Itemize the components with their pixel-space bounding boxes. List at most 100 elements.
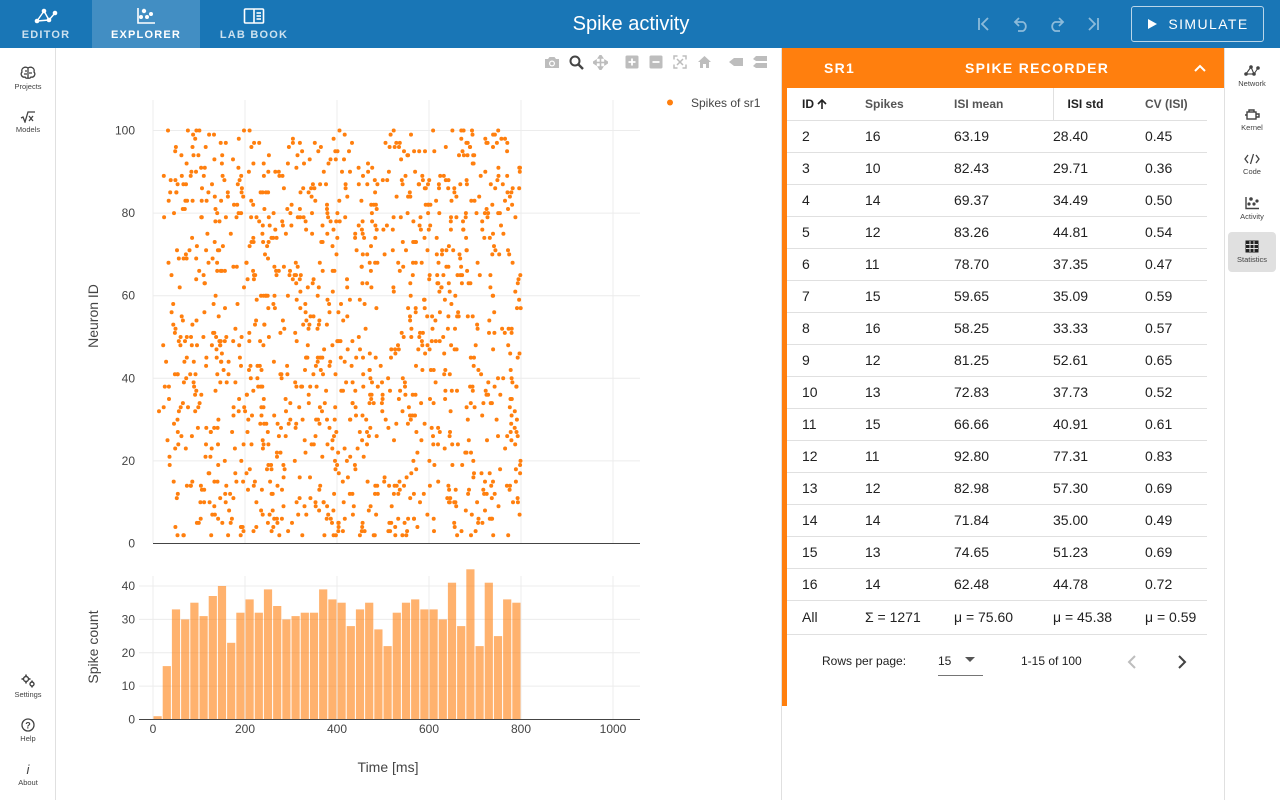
table-row[interactable]: 12 11 92.80 77.31 0.83 (787, 440, 1207, 473)
spike-point (425, 314, 430, 319)
spike-point (518, 306, 523, 311)
undo-button[interactable] (1009, 12, 1033, 36)
spike-point (468, 145, 473, 149)
table-row[interactable]: 11 15 66.66 40.91 0.61 (787, 408, 1207, 441)
rail-settings-button[interactable]: Settings (0, 666, 56, 706)
spike-point (337, 128, 342, 133)
column-header-isi-std[interactable]: ISI std (1052, 88, 1145, 121)
download-plot-button[interactable] (540, 54, 564, 70)
hover-compare-button[interactable] (748, 54, 772, 70)
redo-button[interactable] (1045, 12, 1069, 36)
spike-point (246, 169, 251, 174)
nav-tab-lab-book[interactable]: LAB BOOK (200, 0, 308, 48)
table-row[interactable]: 3 10 82.43 29.71 0.36 (787, 152, 1207, 185)
autoscale-button[interactable] (668, 54, 692, 70)
spike-point (510, 202, 515, 207)
table-row[interactable]: 13 12 82.98 57.30 0.69 (787, 472, 1207, 505)
zoom-in-button[interactable] (620, 54, 644, 70)
spike-point (167, 463, 172, 467)
pan-mode-button[interactable] (588, 54, 612, 70)
chart-legend[interactable]: Spikes of sr1 (667, 96, 761, 110)
table-row[interactable]: 5 12 83.26 44.81 0.54 (787, 216, 1207, 249)
spike-point (420, 178, 425, 183)
zoom-mode-button[interactable] (564, 54, 588, 70)
spike-point (282, 326, 287, 331)
spike-point (433, 339, 438, 344)
spike-point (360, 520, 365, 525)
rail-help-button[interactable]: ? Help (0, 710, 56, 750)
spike-lines-button[interactable] (724, 54, 748, 70)
table-row[interactable]: 14 14 71.84 35.00 0.49 (787, 504, 1207, 537)
spike-point (234, 479, 239, 484)
simulate-button[interactable]: SIMULATE (1131, 6, 1264, 42)
spike-point (360, 413, 365, 418)
spike-point (507, 194, 512, 199)
table-row[interactable]: 15 13 74.65 51.23 0.69 (787, 536, 1207, 569)
spike-point (382, 475, 387, 480)
table-row[interactable]: 2 16 63.19 28.40 0.45 (787, 120, 1207, 153)
spike-point (400, 409, 405, 414)
rail-label: Settings (14, 689, 42, 699)
rail-statistics-button[interactable]: Statistics (1228, 232, 1276, 272)
spike-point (383, 417, 388, 422)
spike-point (285, 363, 290, 368)
spike-point (302, 504, 307, 509)
skip-last-button[interactable] (1081, 12, 1105, 36)
rail-kernel-button[interactable]: Kernel (1228, 100, 1276, 140)
column-header-cv-isi[interactable]: CV (ISI) (1145, 88, 1207, 121)
spike-point (501, 376, 506, 381)
column-header-spikes[interactable]: Spikes (865, 88, 954, 121)
spike-point (285, 372, 290, 377)
rail-activity-button[interactable]: Activity (1228, 188, 1276, 228)
spike-point (475, 322, 480, 327)
spike-point (325, 504, 330, 509)
spike-point (336, 310, 341, 315)
spike-point (271, 302, 276, 306)
spike-point (458, 182, 463, 187)
table-row[interactable]: 7 15 59.65 35.09 0.59 (787, 280, 1207, 313)
table-row[interactable]: 16 14 62.48 44.78 0.72 (787, 568, 1207, 601)
spike-point (436, 442, 440, 447)
spike-point (490, 252, 495, 257)
nav-tab-editor[interactable]: EDITOR (0, 0, 92, 48)
spike-point (317, 487, 322, 492)
rail-projects-button[interactable]: Projects (0, 58, 56, 98)
table-row[interactable]: 10 13 72.83 37.73 0.52 (787, 376, 1207, 409)
rail-about-button[interactable]: i About (0, 754, 56, 794)
table-row[interactable]: 4 14 69.37 34.49 0.50 (787, 184, 1207, 217)
table-row[interactable]: 9 12 81.25 52.61 0.65 (787, 344, 1207, 377)
spike-point (387, 483, 392, 488)
next-page-button[interactable] (1170, 650, 1194, 674)
spike-point (447, 289, 452, 294)
spike-point (484, 140, 489, 145)
rail-code-button[interactable]: Code (1228, 144, 1276, 184)
table-cell: 0.61 (1145, 408, 1207, 441)
rail-models-button[interactable]: Models (0, 102, 56, 142)
reset-axes-button[interactable] (692, 54, 716, 70)
spike-point (305, 285, 310, 290)
nav-tab-explorer[interactable]: EXPLORER (92, 0, 200, 48)
chevron-up-icon[interactable] (1190, 58, 1210, 78)
spike-point (354, 413, 358, 418)
table-row[interactable]: 6 11 78.70 37.35 0.47 (787, 248, 1207, 281)
simulate-label: SIMULATE (1168, 16, 1249, 32)
skip-first-button[interactable] (972, 12, 996, 36)
spike-point (493, 186, 498, 191)
spike-point (448, 409, 453, 414)
spike-point (317, 508, 322, 513)
spike-point (280, 223, 285, 228)
rail-network-button[interactable]: Network (1228, 56, 1276, 96)
table-row[interactable]: 8 16 58.25 33.33 0.57 (787, 312, 1207, 345)
spike-point (211, 302, 216, 306)
spike-point (402, 380, 407, 385)
spike-point (517, 297, 522, 302)
column-header-id[interactable]: ID (787, 88, 865, 121)
spike-point (209, 343, 214, 348)
column-header-isi-mean[interactable]: ISI mean (954, 88, 1053, 121)
zoom-out-button[interactable] (644, 54, 668, 70)
previous-page-button[interactable] (1120, 650, 1144, 674)
spike-point (272, 293, 277, 298)
spike-point (471, 458, 476, 463)
panel-header[interactable]: SR1 SPIKE RECORDER (782, 48, 1224, 88)
rows-per-page-select[interactable]: 15 (938, 646, 983, 676)
